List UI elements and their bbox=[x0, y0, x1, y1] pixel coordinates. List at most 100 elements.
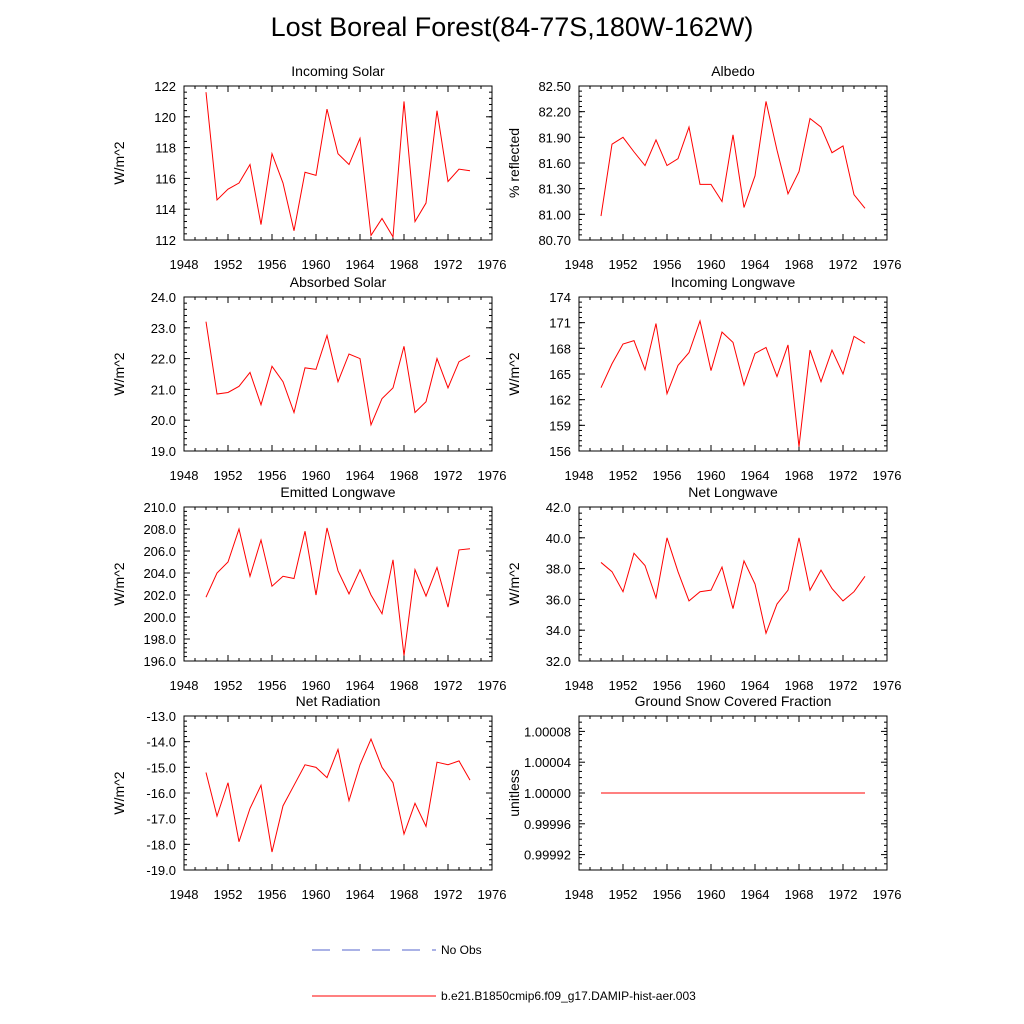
x-tick-label: 1952 bbox=[609, 678, 638, 693]
y-tick-label: 114 bbox=[155, 202, 176, 217]
y-tick-label: 0.99992 bbox=[524, 848, 571, 863]
panel-6: Net Radiation W/m^2 1948 1952 1956 1960 1964 19… bbox=[111, 693, 506, 902]
panel-title: Ground Snow Covered Fraction bbox=[635, 693, 832, 709]
y-tick-label: 38.0 bbox=[546, 562, 571, 577]
y-tick-label: 210.0 bbox=[143, 500, 176, 515]
y-tick-label: 159 bbox=[549, 418, 571, 433]
plot-frame bbox=[183, 506, 493, 662]
series-line-0 bbox=[600, 537, 866, 636]
y-tick-label: 171 bbox=[549, 316, 571, 331]
plot-frame bbox=[578, 296, 888, 452]
x-tick-label: 1960 bbox=[302, 887, 331, 902]
y-tick-label: 168 bbox=[549, 341, 571, 356]
x-tick-label: 1976 bbox=[873, 468, 902, 483]
legend-obs-label: No Obs bbox=[441, 943, 482, 957]
x-tick-label: 1948 bbox=[565, 257, 594, 272]
panel-7: Ground Snow Covered Fraction unitless 1948… bbox=[506, 693, 901, 902]
x-tick-label: 1956 bbox=[653, 257, 682, 272]
plot-frame bbox=[578, 85, 888, 241]
x-tick-label: 1972 bbox=[829, 678, 858, 693]
y-tick-label: 206.0 bbox=[143, 544, 176, 559]
x-tick-label: 1964 bbox=[741, 887, 770, 902]
x-tick-label: 1976 bbox=[478, 678, 507, 693]
x-tick-label: 1948 bbox=[170, 678, 199, 693]
panel-0: Incoming Solar W/m^2 1948 1952 1956 1960 1964 1… bbox=[111, 63, 506, 272]
x-tick-label: 1972 bbox=[434, 887, 463, 902]
y-tick-label: -16.0 bbox=[146, 786, 176, 801]
x-tick-label: 1948 bbox=[170, 257, 199, 272]
y-tick-label: 22.0 bbox=[151, 352, 176, 367]
x-tick-label: 1956 bbox=[258, 257, 287, 272]
y-tick-label: -14.0 bbox=[146, 735, 176, 750]
x-tick-label: 1976 bbox=[478, 468, 507, 483]
y-tick-label: 1.00008 bbox=[524, 724, 571, 739]
x-tick-label: 1964 bbox=[346, 678, 375, 693]
y-tick-label: 40.0 bbox=[546, 531, 571, 546]
legend: No Obs b.e21.B1850cmip6.f09_g17.DAMIP-hi… bbox=[312, 943, 696, 1003]
plot-frame bbox=[183, 296, 493, 452]
y-tick-label: 118 bbox=[155, 141, 176, 156]
panel-1: Albedo % reflected 1948 1952 1956 1960 1964 196… bbox=[506, 63, 901, 272]
y-tick-label: 81.00 bbox=[538, 207, 571, 222]
x-tick-label: 1960 bbox=[697, 468, 726, 483]
x-tick-label: 1964 bbox=[741, 257, 770, 272]
y-axis-label: W/m^2 bbox=[506, 352, 522, 395]
y-tick-label: 200.0 bbox=[143, 610, 176, 625]
panel-2: Absorbed Solar W/m^2 1948 1952 1956 1960 1964 1… bbox=[111, 274, 506, 483]
x-tick-label: 1976 bbox=[873, 887, 902, 902]
plot-frame bbox=[183, 85, 493, 241]
y-tick-label: 20.0 bbox=[151, 413, 176, 428]
x-tick-label: 1956 bbox=[258, 678, 287, 693]
x-tick-label: 1976 bbox=[478, 257, 507, 272]
y-axis-label: W/m^2 bbox=[111, 771, 127, 814]
x-tick-label: 1948 bbox=[170, 468, 199, 483]
y-tick-label: -13.0 bbox=[146, 709, 176, 724]
x-tick-label: 1960 bbox=[302, 468, 331, 483]
x-tick-label: 1952 bbox=[214, 468, 243, 483]
panel-title: Albedo bbox=[711, 63, 755, 79]
y-tick-label: 0.99996 bbox=[524, 817, 571, 832]
panel-title: Net Radiation bbox=[296, 693, 381, 709]
x-tick-label: 1972 bbox=[434, 468, 463, 483]
x-tick-label: 1948 bbox=[565, 678, 594, 693]
x-tick-label: 1960 bbox=[302, 678, 331, 693]
x-tick-label: 1956 bbox=[653, 678, 682, 693]
x-tick-label: 1960 bbox=[697, 678, 726, 693]
y-tick-label: 120 bbox=[154, 110, 176, 125]
x-tick-label: 1964 bbox=[741, 468, 770, 483]
legend-model-label: b.e21.B1850cmip6.f09_g17.DAMIP-hist-aer.… bbox=[441, 989, 696, 1003]
panel-4: Emitted Longwave W/m^2 1948 1952 1956 1960 196… bbox=[111, 484, 506, 693]
x-tick-label: 1952 bbox=[609, 468, 638, 483]
y-tick-label: 81.60 bbox=[538, 156, 571, 171]
x-tick-label: 1972 bbox=[829, 887, 858, 902]
x-tick-label: 1952 bbox=[609, 887, 638, 902]
y-tick-label: -15.0 bbox=[146, 760, 176, 775]
x-tick-label: 1972 bbox=[434, 257, 463, 272]
panel-3: Incoming Longwave W/m^2 1948 1952 1956 1960 19… bbox=[506, 274, 901, 483]
x-tick-label: 1964 bbox=[346, 257, 375, 272]
y-tick-label: 202.0 bbox=[143, 588, 176, 603]
panel-title: Net Longwave bbox=[688, 484, 778, 500]
y-tick-label: 32.0 bbox=[546, 654, 571, 669]
y-axis-label: unitless bbox=[506, 769, 522, 816]
y-axis-label: % reflected bbox=[506, 128, 522, 198]
y-tick-label: 116 bbox=[155, 171, 176, 186]
x-tick-label: 1960 bbox=[697, 257, 726, 272]
x-tick-label: 1956 bbox=[258, 468, 287, 483]
y-tick-label: 80.70 bbox=[538, 233, 571, 248]
x-tick-label: 1964 bbox=[346, 887, 375, 902]
x-tick-label: 1952 bbox=[214, 678, 243, 693]
x-tick-label: 1968 bbox=[390, 678, 419, 693]
y-tick-label: 208.0 bbox=[143, 522, 176, 537]
y-tick-label: 36.0 bbox=[546, 592, 571, 607]
y-tick-label: 42.0 bbox=[546, 500, 571, 515]
series-line-0 bbox=[600, 319, 866, 447]
y-axis-label: W/m^2 bbox=[111, 352, 127, 395]
y-tick-label: 1.00004 bbox=[524, 755, 571, 770]
y-tick-label: 81.30 bbox=[538, 182, 571, 197]
x-tick-label: 1948 bbox=[565, 468, 594, 483]
x-tick-label: 1960 bbox=[302, 257, 331, 272]
x-tick-label: 1956 bbox=[653, 887, 682, 902]
y-tick-label: 24.0 bbox=[151, 290, 176, 305]
